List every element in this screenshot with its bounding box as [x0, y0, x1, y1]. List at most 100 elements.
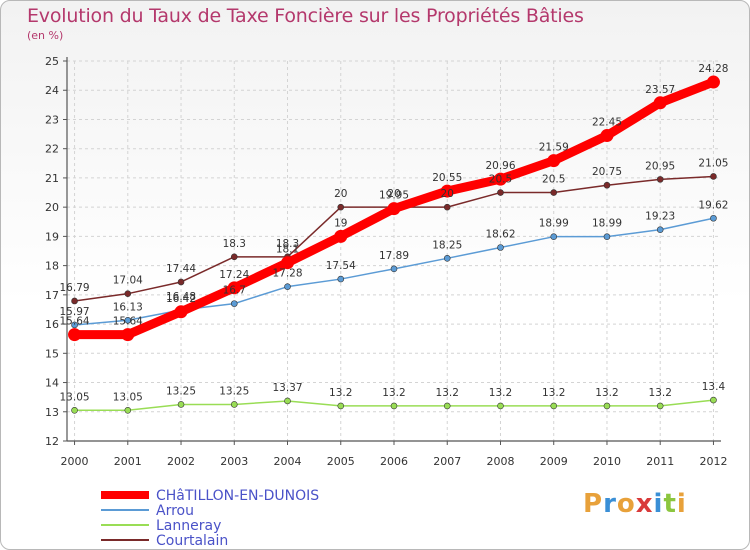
data-point — [124, 316, 132, 324]
x-tick-label: 2001 — [114, 455, 142, 468]
data-label: 16.48 — [166, 291, 196, 303]
data-label: 17.54 — [326, 260, 356, 272]
y-tick-label: 19 — [45, 230, 59, 243]
data-label: 24.28 — [698, 63, 728, 75]
data-label: 19.95 — [379, 190, 409, 202]
legend-label: Courtalain — [156, 533, 228, 549]
data-label: 20.95 — [645, 160, 675, 172]
y-tick-label: 20 — [45, 201, 59, 214]
data-label: 13.25 — [219, 385, 249, 397]
data-point — [550, 233, 558, 240]
x-tick-label: 2006 — [380, 455, 408, 468]
data-point — [337, 203, 345, 211]
legend-label: Arrou — [156, 503, 194, 519]
proxiti-logo: Proxiti — [583, 489, 687, 519]
chart-unit-label: (en %) — [27, 29, 64, 42]
x-tick-label: 2002 — [167, 455, 195, 468]
x-tick-label: 2009 — [540, 455, 568, 468]
y-tick-labels: 12 13 14 15 16 17 18 19 20 21 22 23 24 25 — [45, 55, 59, 448]
data-label: 17.28 — [272, 268, 302, 280]
y-tick-label: 24 — [45, 84, 59, 97]
data-point — [124, 290, 132, 297]
data-point — [177, 278, 185, 286]
data-label: 13.05 — [113, 391, 143, 403]
data-point — [603, 181, 611, 189]
data-point — [230, 253, 238, 261]
data-point — [337, 402, 345, 410]
data-label: 13.2 — [382, 387, 405, 399]
data-point — [493, 172, 507, 186]
data-point — [177, 401, 185, 408]
data-point — [230, 401, 238, 408]
data-point — [710, 396, 717, 404]
data-point — [550, 189, 558, 196]
legend-label: CHâTILLON-EN-DUNOIS — [156, 488, 319, 504]
data-point — [390, 402, 398, 410]
data-point — [230, 300, 238, 307]
data-point — [497, 402, 504, 410]
data-point — [653, 96, 667, 110]
data-point — [334, 229, 348, 243]
data-point — [603, 402, 611, 410]
data-point — [281, 256, 295, 270]
legend: CHâTILLON-EN-DUNOISArrouLannerayCourtala… — [101, 488, 319, 549]
data-point — [443, 203, 451, 211]
data-point — [390, 265, 398, 273]
legend-label: Lanneray — [156, 518, 221, 534]
data-label: 16.42 — [166, 293, 196, 305]
data-label: 20 — [387, 188, 400, 200]
x-tick-label: 2003 — [220, 455, 248, 468]
data-point — [443, 402, 451, 410]
y-tick-label: 14 — [45, 377, 59, 390]
data-label: 13.2 — [436, 387, 459, 399]
data-point — [387, 202, 401, 216]
y-tick-label: 25 — [45, 55, 59, 68]
data-point — [443, 255, 451, 262]
data-point — [710, 214, 717, 222]
y-tick-label: 22 — [45, 143, 59, 156]
data-label: 17.89 — [379, 250, 409, 262]
data-label: 22.45 — [592, 117, 622, 129]
series-lines — [68, 75, 720, 414]
data-point — [550, 402, 558, 410]
data-label: 19.62 — [698, 199, 728, 211]
x-tick-labels: 2000 2001 2002 2003 2004 2005 2006 2007 2008 2009… — [61, 455, 728, 468]
x-tick-label: 2007 — [433, 455, 461, 468]
data-label: 17.24 — [219, 269, 249, 281]
data-label: 13.2 — [489, 387, 512, 399]
data-label: 13.4 — [702, 381, 726, 393]
data-point — [656, 226, 664, 233]
data-point — [71, 321, 78, 329]
data-label: 13.2 — [329, 387, 352, 399]
data-point — [71, 407, 78, 414]
data-point — [497, 244, 504, 251]
data-label: 17.04 — [113, 275, 143, 287]
data-label: 18.99 — [539, 218, 569, 230]
data-labels: 15.64 15.64 16.42 17.24 18.1 19 19.95 20.55 20.9… — [60, 63, 729, 403]
data-label: 13.37 — [272, 382, 302, 394]
x-tick-label: 2012 — [699, 455, 727, 468]
data-label: 18.62 — [485, 228, 515, 240]
data-point — [71, 297, 78, 305]
chart-title: Evolution du Taux de Taxe Foncière sur l… — [27, 5, 584, 27]
axes — [63, 57, 721, 445]
data-label: 18.99 — [592, 218, 622, 230]
data-label: 15.64 — [60, 316, 90, 328]
data-label: 19 — [334, 217, 347, 229]
data-label: 20.75 — [592, 166, 622, 178]
data-label: 20 — [441, 188, 454, 200]
y-tick-label: 21 — [45, 172, 59, 185]
data-label: 17.44 — [166, 263, 196, 275]
data-point — [284, 397, 291, 405]
data-label: 19.23 — [645, 211, 675, 223]
x-tick-label: 2005 — [327, 455, 355, 468]
grid-lines — [67, 60, 721, 442]
data-point — [121, 328, 135, 342]
data-label: 20 — [334, 188, 347, 200]
data-label: 13.2 — [542, 387, 565, 399]
data-label: 13.2 — [595, 387, 618, 399]
data-label: 18.1 — [276, 244, 299, 256]
data-label: 18.3 — [223, 238, 246, 250]
